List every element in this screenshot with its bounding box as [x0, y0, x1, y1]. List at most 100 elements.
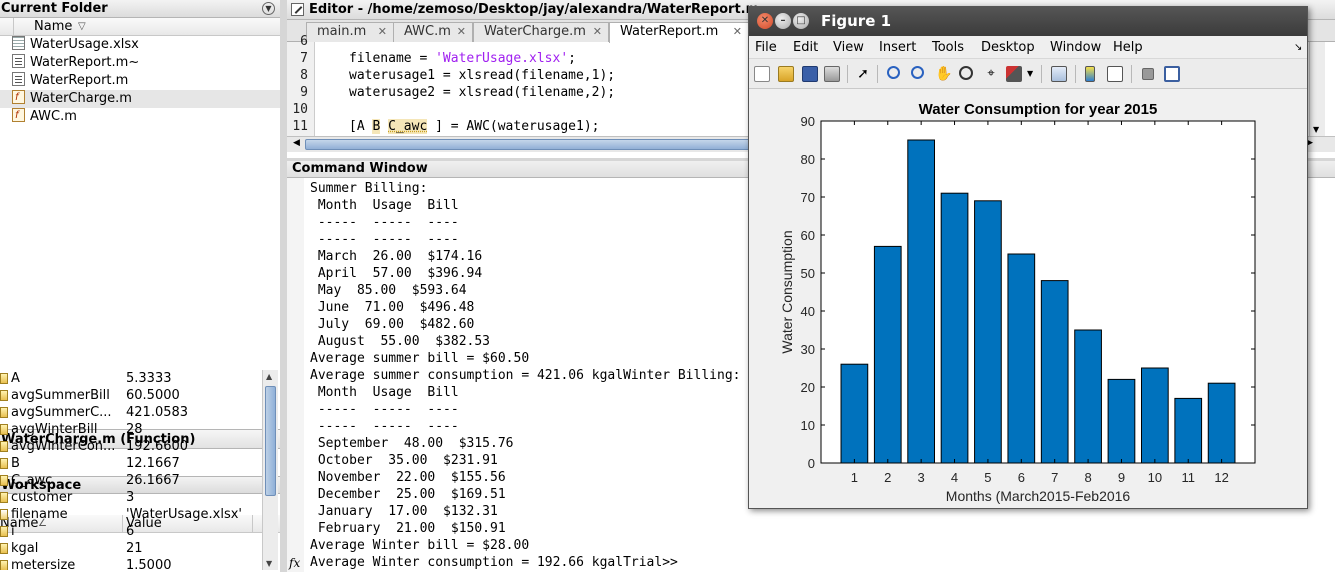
minimize-window-icon[interactable]: – [775, 13, 791, 29]
var-value: 26.1667 [126, 473, 180, 488]
close-icon[interactable]: ✕ [456, 25, 466, 38]
table-row[interactable]: avgWinterBill 28 [0, 421, 262, 438]
brush-icon[interactable] [1006, 66, 1022, 82]
menu-help[interactable]: Help [1113, 40, 1143, 55]
var-name: A [11, 371, 20, 386]
table-row[interactable]: metersize 1.5000 [0, 557, 262, 570]
chart-title: Water Consumption for year 2015 [919, 101, 1158, 118]
tab-watercharge[interactable]: WaterCharge.m ✕ [473, 22, 609, 42]
hide-plot-tools-icon[interactable] [1142, 68, 1154, 80]
file-item[interactable]: WaterUsage.xlsx [0, 36, 280, 54]
chevron-down-icon[interactable]: ▼ [1027, 69, 1034, 78]
var-name: metersize [11, 558, 76, 570]
table-row[interactable]: avgWinterCon... 192.6600 [0, 438, 262, 455]
table-row[interactable]: C_awc 26.1667 [0, 472, 262, 489]
scroll-down-icon[interactable]: ▼ [266, 559, 273, 568]
menu-desktop[interactable]: Desktop [981, 40, 1035, 55]
close-window-icon[interactable]: ✕ [757, 13, 773, 29]
var-name: customer [11, 490, 73, 505]
file-item[interactable]: AWC.m [0, 107, 280, 126]
vertical-splitter[interactable] [280, 0, 287, 572]
figure-window[interactable]: ✕ – □ Figure 1 File Edit View Insert Too… [748, 6, 1308, 509]
zoom-out-icon[interactable] [911, 66, 924, 79]
table-row[interactable]: B 12.1667 [0, 455, 262, 472]
details-header[interactable]: WaterCharge.m (Function) ⌃ [0, 429, 280, 449]
close-icon[interactable]: ✕ [732, 25, 742, 38]
file-name-column[interactable]: Name [34, 19, 73, 34]
pan-hand-icon[interactable]: ✋ [935, 66, 953, 82]
file-item-selected[interactable]: WaterCharge.m [0, 89, 280, 108]
tab-waterreport[interactable]: WaterReport.m ✕ [609, 22, 749, 43]
editor-title: Editor - /home/zemoso/Desktop/jay/alexan… [309, 2, 760, 17]
y-tick-label: 30 [801, 342, 815, 357]
data-cursor-icon[interactable]: ⌖ [987, 66, 995, 81]
save-icon[interactable] [802, 66, 818, 82]
workspace-column-header[interactable]: Name ∠ Value [0, 515, 280, 533]
figure-toolbar: ➚ ✋ ⌖ ▼ [749, 59, 1307, 89]
var-name: avgSummerBill [11, 388, 110, 403]
table-row[interactable]: avgSummerBill 60.5000 [0, 387, 262, 404]
x-tick-label: 6 [1018, 470, 1025, 485]
figure-window-title: Figure 1 [821, 12, 892, 30]
table-row[interactable]: kgal 21 [0, 540, 262, 557]
menu-edit[interactable]: Edit [793, 40, 819, 55]
var-name: avgWinterBill [11, 422, 98, 437]
zoom-in-icon[interactable] [887, 66, 900, 79]
figure-menubar: File Edit View Insert Tools Desktop Wind… [749, 36, 1307, 59]
new-figure-icon[interactable] [754, 66, 770, 82]
table-row[interactable]: avgSummerC... 421.0583 [0, 404, 262, 421]
link-plot-icon[interactable] [1051, 66, 1067, 82]
line-number-gutter: 6 7 8 9 10 11 [287, 34, 315, 136]
current-folder-header[interactable]: Current Folder ▼ [0, 0, 280, 18]
table-row[interactable]: A 5.3333 [0, 370, 262, 387]
print-icon[interactable] [824, 66, 840, 82]
table-row[interactable]: filename 'WaterUsage.xlsx' [0, 506, 262, 523]
menu-tools[interactable]: Tools [932, 40, 965, 55]
maximize-window-icon[interactable]: □ [793, 13, 809, 29]
scrollbar-thumb[interactable] [305, 139, 755, 150]
var-value-column[interactable]: Value [126, 516, 162, 531]
command-output-line: April 57.00 $396.94 [310, 266, 483, 281]
close-icon[interactable]: ✕ [377, 25, 387, 38]
file-name: AWC.m [30, 109, 77, 124]
pointer-icon[interactable]: ➚ [857, 66, 869, 82]
dock-arrow-icon[interactable]: ↘ [1294, 42, 1303, 53]
scroll-up-icon[interactable]: ▲ [266, 372, 273, 381]
colorbar-icon[interactable] [1085, 66, 1095, 82]
tab-main[interactable]: main.m ✕ [306, 22, 394, 42]
tab-awc[interactable]: AWC.m ✕ [393, 22, 473, 42]
menu-view[interactable]: View [833, 40, 864, 55]
file-item[interactable]: WaterReport.m [0, 72, 280, 90]
figure-titlebar[interactable]: ✕ – □ Figure 1 [749, 7, 1307, 36]
scroll-right-icon[interactable]: ▶ [1306, 138, 1313, 148]
function-browser-icon[interactable]: fx [289, 556, 301, 570]
command-output-line: Summer Billing: [310, 181, 428, 196]
menu-window[interactable]: Window [1050, 40, 1102, 55]
workspace-title: Workspace [1, 478, 82, 493]
editor-v-scrollbar[interactable]: ▼ [1309, 42, 1325, 136]
table-row[interactable]: customer 3 [0, 489, 262, 506]
show-plot-tools-icon[interactable] [1164, 66, 1180, 82]
command-output-line: November 22.00 $155.56 [310, 470, 506, 485]
scrollbar-thumb[interactable] [265, 386, 276, 496]
rotate-3d-icon[interactable] [959, 66, 973, 80]
scroll-down-icon[interactable]: ▼ [1313, 125, 1320, 134]
var-name-column[interactable]: Name [0, 516, 39, 531]
open-file-icon[interactable] [778, 66, 794, 82]
file-column-header[interactable]: Name ▽ [0, 18, 280, 36]
menu-insert[interactable]: Insert [879, 40, 917, 55]
variable-icon [0, 492, 8, 503]
workspace-scrollbar[interactable]: ▲ ▼ [262, 370, 278, 570]
var-value: 1.5000 [126, 558, 172, 570]
panel-menu-icon[interactable]: ▼ [262, 2, 275, 15]
file-item[interactable]: WaterReport.m~ [0, 54, 280, 72]
x-tick-label: 1 [851, 470, 858, 485]
command-output-line: October 35.00 $231.91 [310, 453, 498, 468]
bar-chart[interactable]: 1 2 3 4 5 6 7 8 9 10 11 120102030405060708090Water … [749, 90, 1307, 509]
code-area[interactable]: filename = 'WaterUsage.xlsx'; waterusage… [316, 42, 756, 136]
scroll-left-icon[interactable]: ◀ [293, 138, 300, 148]
menu-file[interactable]: File [755, 40, 777, 55]
close-icon[interactable]: ✕ [592, 25, 602, 38]
legend-icon[interactable] [1107, 66, 1123, 82]
